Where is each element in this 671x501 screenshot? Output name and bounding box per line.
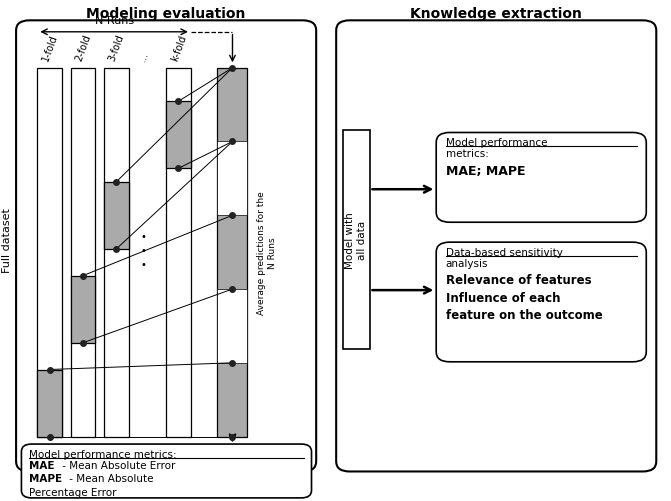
Bar <box>166 102 191 169</box>
Text: N Runs: N Runs <box>95 16 134 26</box>
Text: Full dataset: Full dataset <box>3 208 13 273</box>
Bar <box>343 131 370 350</box>
Bar <box>166 69 191 437</box>
Text: •
•
•: • • • <box>140 231 146 269</box>
Text: Model with
all data: Model with all data <box>346 212 367 269</box>
FancyBboxPatch shape <box>16 21 316 471</box>
Text: Modeling evaluation: Modeling evaluation <box>87 7 246 21</box>
Bar <box>217 69 248 437</box>
Bar <box>70 69 95 437</box>
Bar <box>38 69 62 437</box>
Text: Model performance: Model performance <box>446 138 547 148</box>
Bar <box>104 182 129 249</box>
Text: Relevance of features
Influence of each
feature on the outcome: Relevance of features Influence of each … <box>446 274 603 322</box>
FancyBboxPatch shape <box>336 21 656 471</box>
Bar <box>38 370 62 437</box>
Text: Average predictions for the
N Runs: Average predictions for the N Runs <box>258 191 277 315</box>
FancyBboxPatch shape <box>436 242 646 362</box>
Text: metrics:: metrics: <box>446 149 488 159</box>
Text: ...: ... <box>137 51 150 63</box>
Text: Data-based sensitivity: Data-based sensitivity <box>446 247 562 258</box>
Text: analysis: analysis <box>446 259 488 269</box>
Text: MAE: MAE <box>30 460 55 470</box>
Text: 1-fold: 1-fold <box>40 33 59 63</box>
Bar <box>104 69 129 437</box>
FancyBboxPatch shape <box>21 444 311 498</box>
Text: 2-fold: 2-fold <box>74 33 93 63</box>
Text: MAE; MAPE: MAE; MAPE <box>446 165 525 178</box>
Text: - Mean Absolute: - Mean Absolute <box>66 473 154 483</box>
Text: Percentage Error: Percentage Error <box>30 487 117 497</box>
Bar <box>217 290 248 363</box>
Text: Model performance metrics:: Model performance metrics: <box>30 449 177 459</box>
FancyBboxPatch shape <box>436 133 646 223</box>
Text: 3-fold: 3-fold <box>107 33 126 63</box>
Bar <box>217 142 248 216</box>
Bar <box>70 276 95 343</box>
Text: - Mean Absolute Error: - Mean Absolute Error <box>59 460 175 470</box>
Text: MAPE: MAPE <box>30 473 62 483</box>
Text: k-fold: k-fold <box>169 34 188 63</box>
Text: Knowledge extraction: Knowledge extraction <box>410 7 582 21</box>
